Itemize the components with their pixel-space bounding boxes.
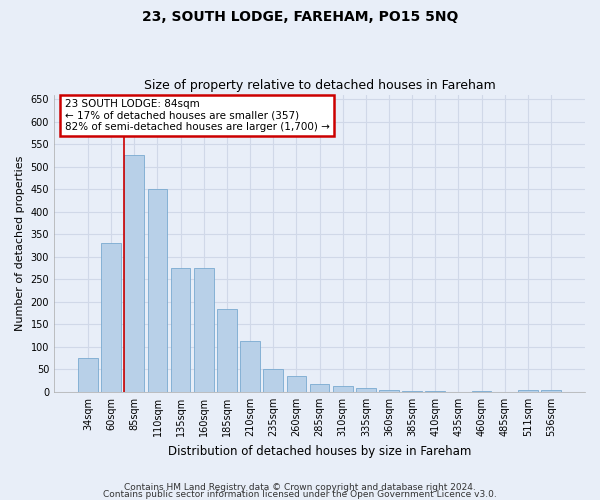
Bar (171, 268, 190, 392)
Bar (425, 390, 445, 392)
Bar (217, 310, 237, 392)
Bar (356, 388, 376, 392)
Bar (194, 268, 214, 392)
Bar (472, 390, 491, 392)
Bar (101, 243, 121, 392)
Bar (310, 384, 329, 392)
Bar (78, 358, 98, 392)
Bar (402, 390, 422, 392)
Bar (240, 341, 260, 392)
Bar (379, 390, 399, 392)
Bar (518, 390, 538, 392)
Bar (287, 376, 306, 392)
Text: Contains public sector information licensed under the Open Government Licence v3: Contains public sector information licen… (103, 490, 497, 499)
Y-axis label: Number of detached properties: Number of detached properties (15, 156, 25, 331)
Bar (333, 386, 353, 392)
X-axis label: Distribution of detached houses by size in Fareham: Distribution of detached houses by size … (168, 444, 471, 458)
Bar (263, 370, 283, 392)
Bar (148, 189, 167, 392)
Text: Contains HM Land Registry data © Crown copyright and database right 2024.: Contains HM Land Registry data © Crown c… (124, 484, 476, 492)
Bar (541, 390, 561, 392)
Text: 23, SOUTH LODGE, FAREHAM, PO15 5NQ: 23, SOUTH LODGE, FAREHAM, PO15 5NQ (142, 10, 458, 24)
Text: 23 SOUTH LODGE: 84sqm
← 17% of detached houses are smaller (357)
82% of semi-det: 23 SOUTH LODGE: 84sqm ← 17% of detached … (65, 99, 329, 132)
Bar (124, 156, 144, 392)
Title: Size of property relative to detached houses in Fareham: Size of property relative to detached ho… (143, 79, 496, 92)
